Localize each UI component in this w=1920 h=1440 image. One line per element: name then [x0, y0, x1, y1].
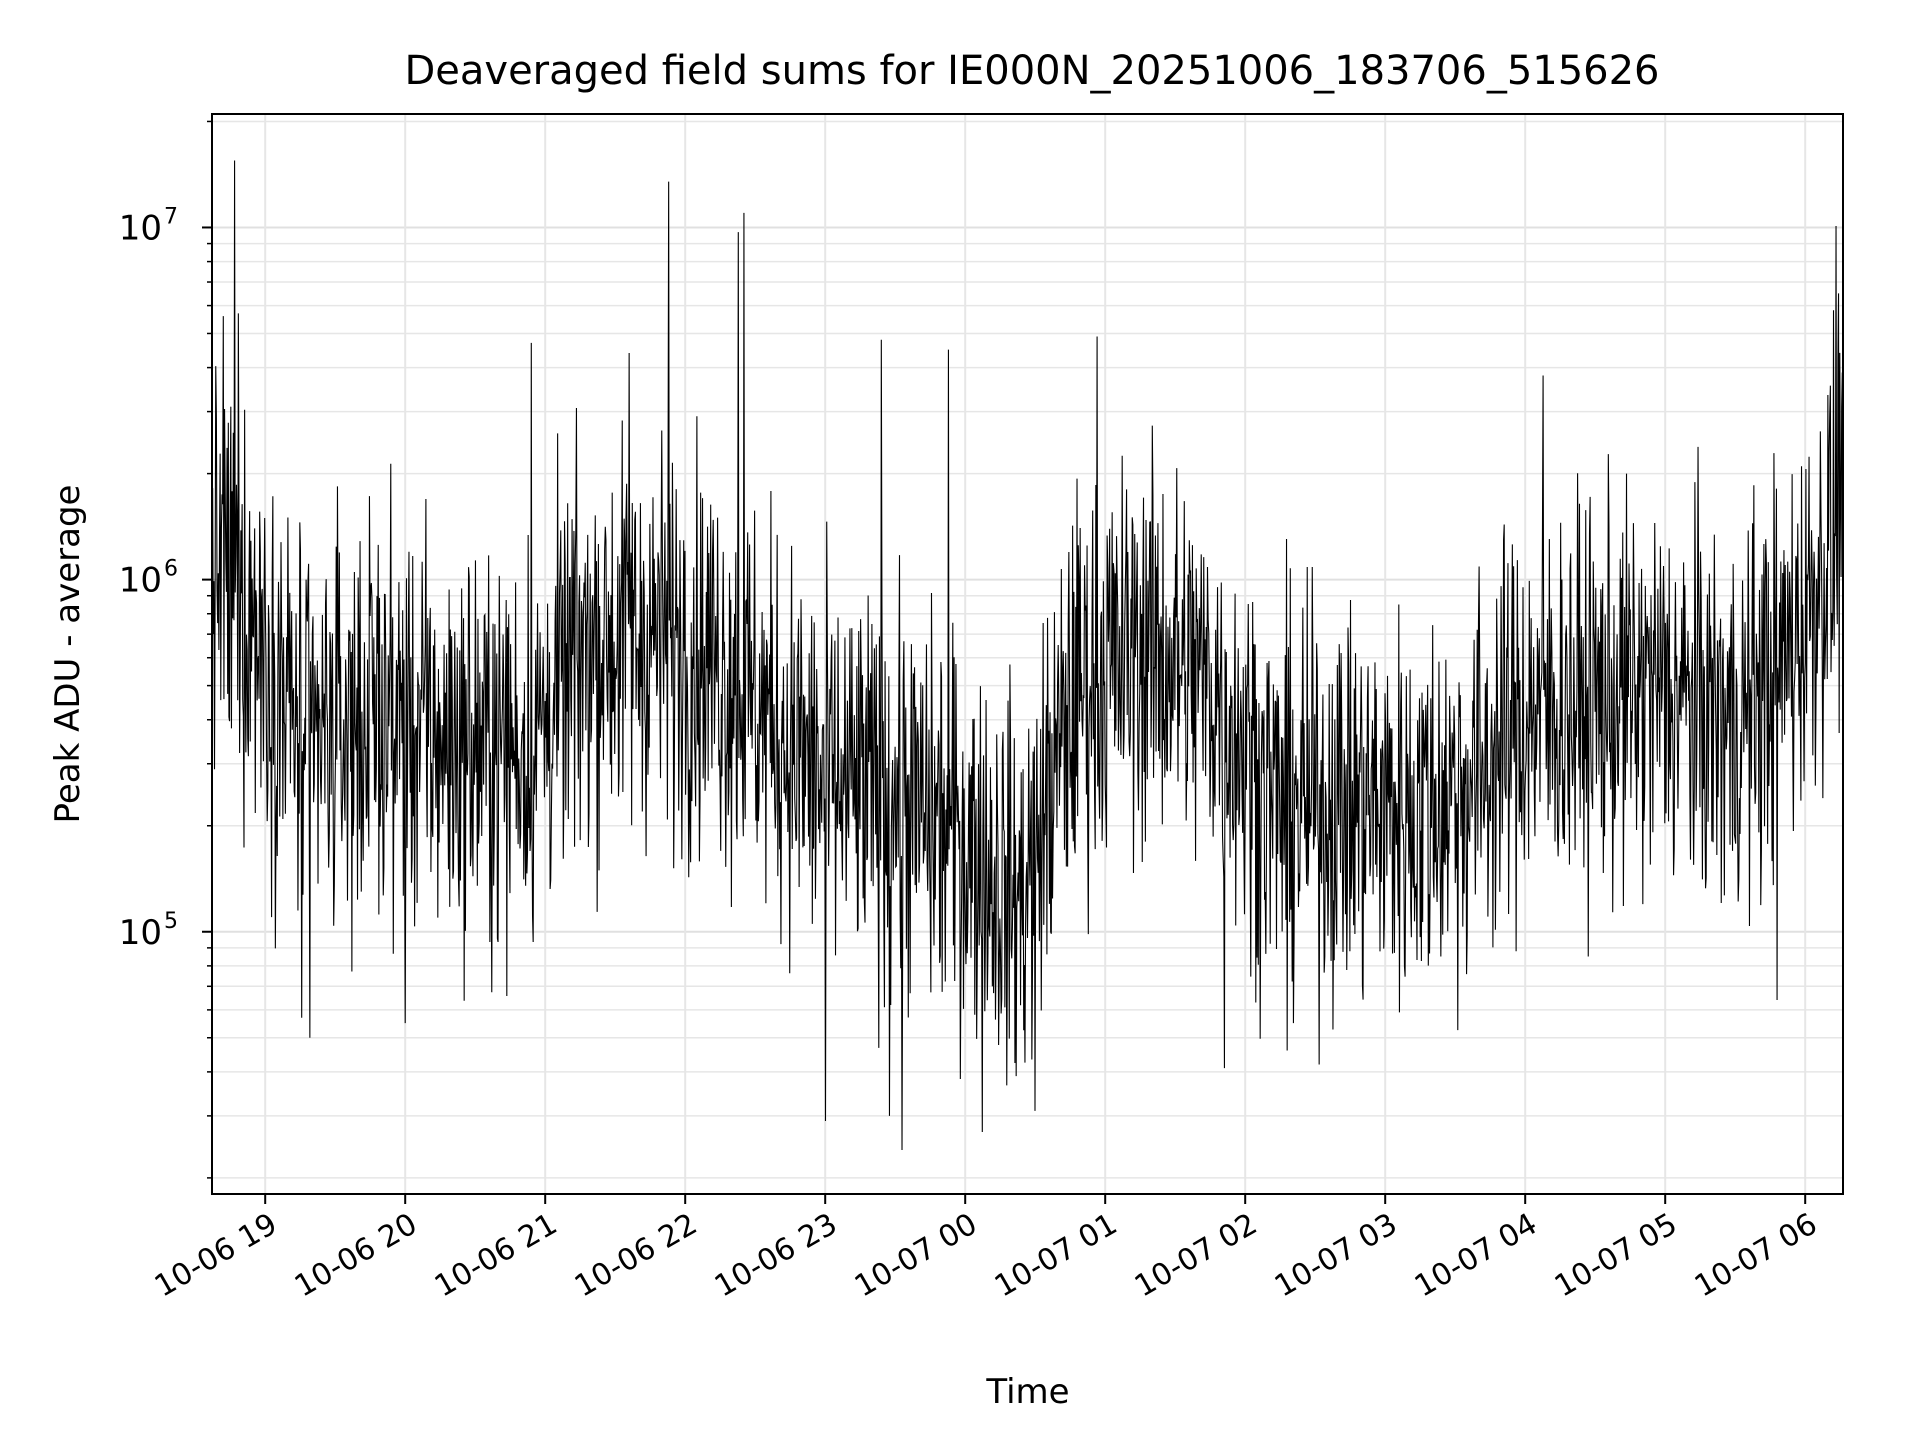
y-tick-label-exponent: 7 — [164, 204, 178, 229]
y-tick-label-exponent: 6 — [164, 557, 178, 582]
series-layer — [211, 160, 1843, 1151]
y-tick-label: 10 — [119, 208, 162, 248]
chart-title: Deaveraged field sums for IE000N_2025100… — [404, 48, 1659, 94]
y-tick-label-exponent: 5 — [164, 909, 178, 934]
y-tick-label: 10 — [119, 913, 162, 953]
y-axis-label: Peak ADU - average — [48, 485, 88, 824]
series-line — [211, 160, 1843, 1151]
x-axis-label: Time — [985, 1372, 1069, 1412]
y-tick-label: 10 — [119, 561, 162, 601]
plot-frame — [211, 113, 1844, 1195]
